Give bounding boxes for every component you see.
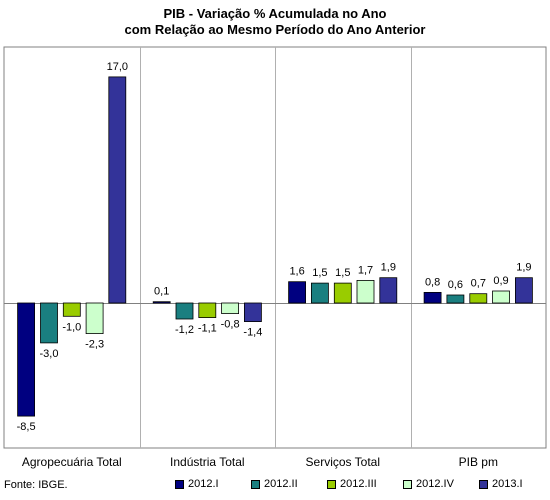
bar-2012.IV-1 (221, 302, 240, 315)
legend-item: 2012.IV (403, 478, 479, 490)
data-label: 1,9 (516, 262, 531, 274)
bar-2013.I-2 (379, 277, 398, 304)
legend-label: 2012.IV (416, 478, 454, 490)
chart-title-line-2: com Relação ao Mesmo Período do Ano Ante… (124, 22, 426, 37)
data-label: -2,3 (85, 339, 104, 351)
data-label: 1,7 (358, 264, 373, 276)
data-label: 1,6 (289, 266, 304, 278)
bar-2012.III-2 (333, 282, 352, 304)
data-label: 1,9 (381, 262, 396, 274)
bar-2012.III-3 (469, 293, 488, 304)
bar-2012.II-0 (40, 302, 58, 344)
legend-label: 2012.III (340, 478, 377, 490)
data-label: -0,8 (221, 319, 240, 331)
source-note: Fonte: IBGE. (4, 479, 68, 491)
legend-label: 2013.I (492, 478, 523, 490)
category-label: Serviços Total (306, 455, 380, 469)
data-label: -3,0 (40, 348, 59, 360)
legend-swatch (251, 479, 260, 489)
legend-swatch (403, 479, 412, 489)
category-label: Indústria Total (170, 455, 245, 469)
data-label: -1,1 (198, 323, 217, 335)
bar-chart: -8,5 -3,0 -1,0 -2,3 17,0 Agropecuária Total 0,… (3, 46, 547, 469)
legend-label: 2012.II (264, 478, 298, 490)
bar-2012.III-0 (62, 302, 81, 317)
bar-2012.I-2 (288, 281, 307, 304)
data-label: -8,5 (17, 421, 36, 433)
data-label: 0,1 (154, 286, 169, 298)
chart-footer: Fonte: IBGE. 2012.I 2012.II 2012.III 2012.I… (0, 478, 550, 496)
data-label: 17,0 (107, 61, 128, 73)
bar-2013.I-0 (108, 76, 127, 304)
legend-swatch (479, 479, 488, 489)
data-label: -1,2 (175, 324, 194, 336)
bar-2012.III-1 (198, 302, 217, 319)
data-label: 0,9 (493, 275, 508, 287)
bar-2012.IV-0 (85, 302, 104, 335)
legend-label: 2012.I (188, 478, 219, 490)
bar-2012.I-3 (423, 291, 442, 304)
legend-item: 2013.I (479, 478, 550, 490)
bar-2012.I-1 (152, 301, 171, 304)
data-label: 1,5 (312, 267, 327, 279)
legend-item: 2012.II (251, 478, 327, 490)
data-label: 0,6 (448, 279, 463, 291)
data-label: 1,5 (335, 267, 350, 279)
legend-item: 2012.III (327, 478, 403, 490)
bar-2012.II-1 (175, 302, 194, 320)
legend: 2012.I 2012.II 2012.III 2012.IV 2013.I (175, 478, 550, 490)
legend-swatch (175, 479, 184, 489)
bar-2012.I-0 (17, 302, 36, 417)
category-label: Agropecuária Total (22, 455, 122, 469)
chart-title: PIB - Variação % Acumulada no Ano com Re… (0, 6, 550, 38)
data-label: 0,7 (471, 278, 486, 290)
legend-item: 2012.I (175, 478, 251, 490)
chart-title-line-1: PIB - Variação % Acumulada no Ano (163, 6, 387, 21)
bar-2013.I-3 (515, 277, 533, 304)
data-label: -1,4 (243, 327, 262, 339)
data-label: -1,0 (62, 321, 81, 333)
bar-2012.II-3 (446, 294, 465, 304)
data-label: 0,8 (425, 276, 440, 288)
category-label: PIB pm (459, 455, 498, 469)
bar-2012.IV-3 (492, 290, 510, 304)
bar-2013.I-1 (243, 302, 262, 323)
legend-swatch (327, 479, 336, 489)
bar-2012.II-2 (310, 282, 329, 304)
bar-2012.IV-2 (356, 279, 375, 304)
